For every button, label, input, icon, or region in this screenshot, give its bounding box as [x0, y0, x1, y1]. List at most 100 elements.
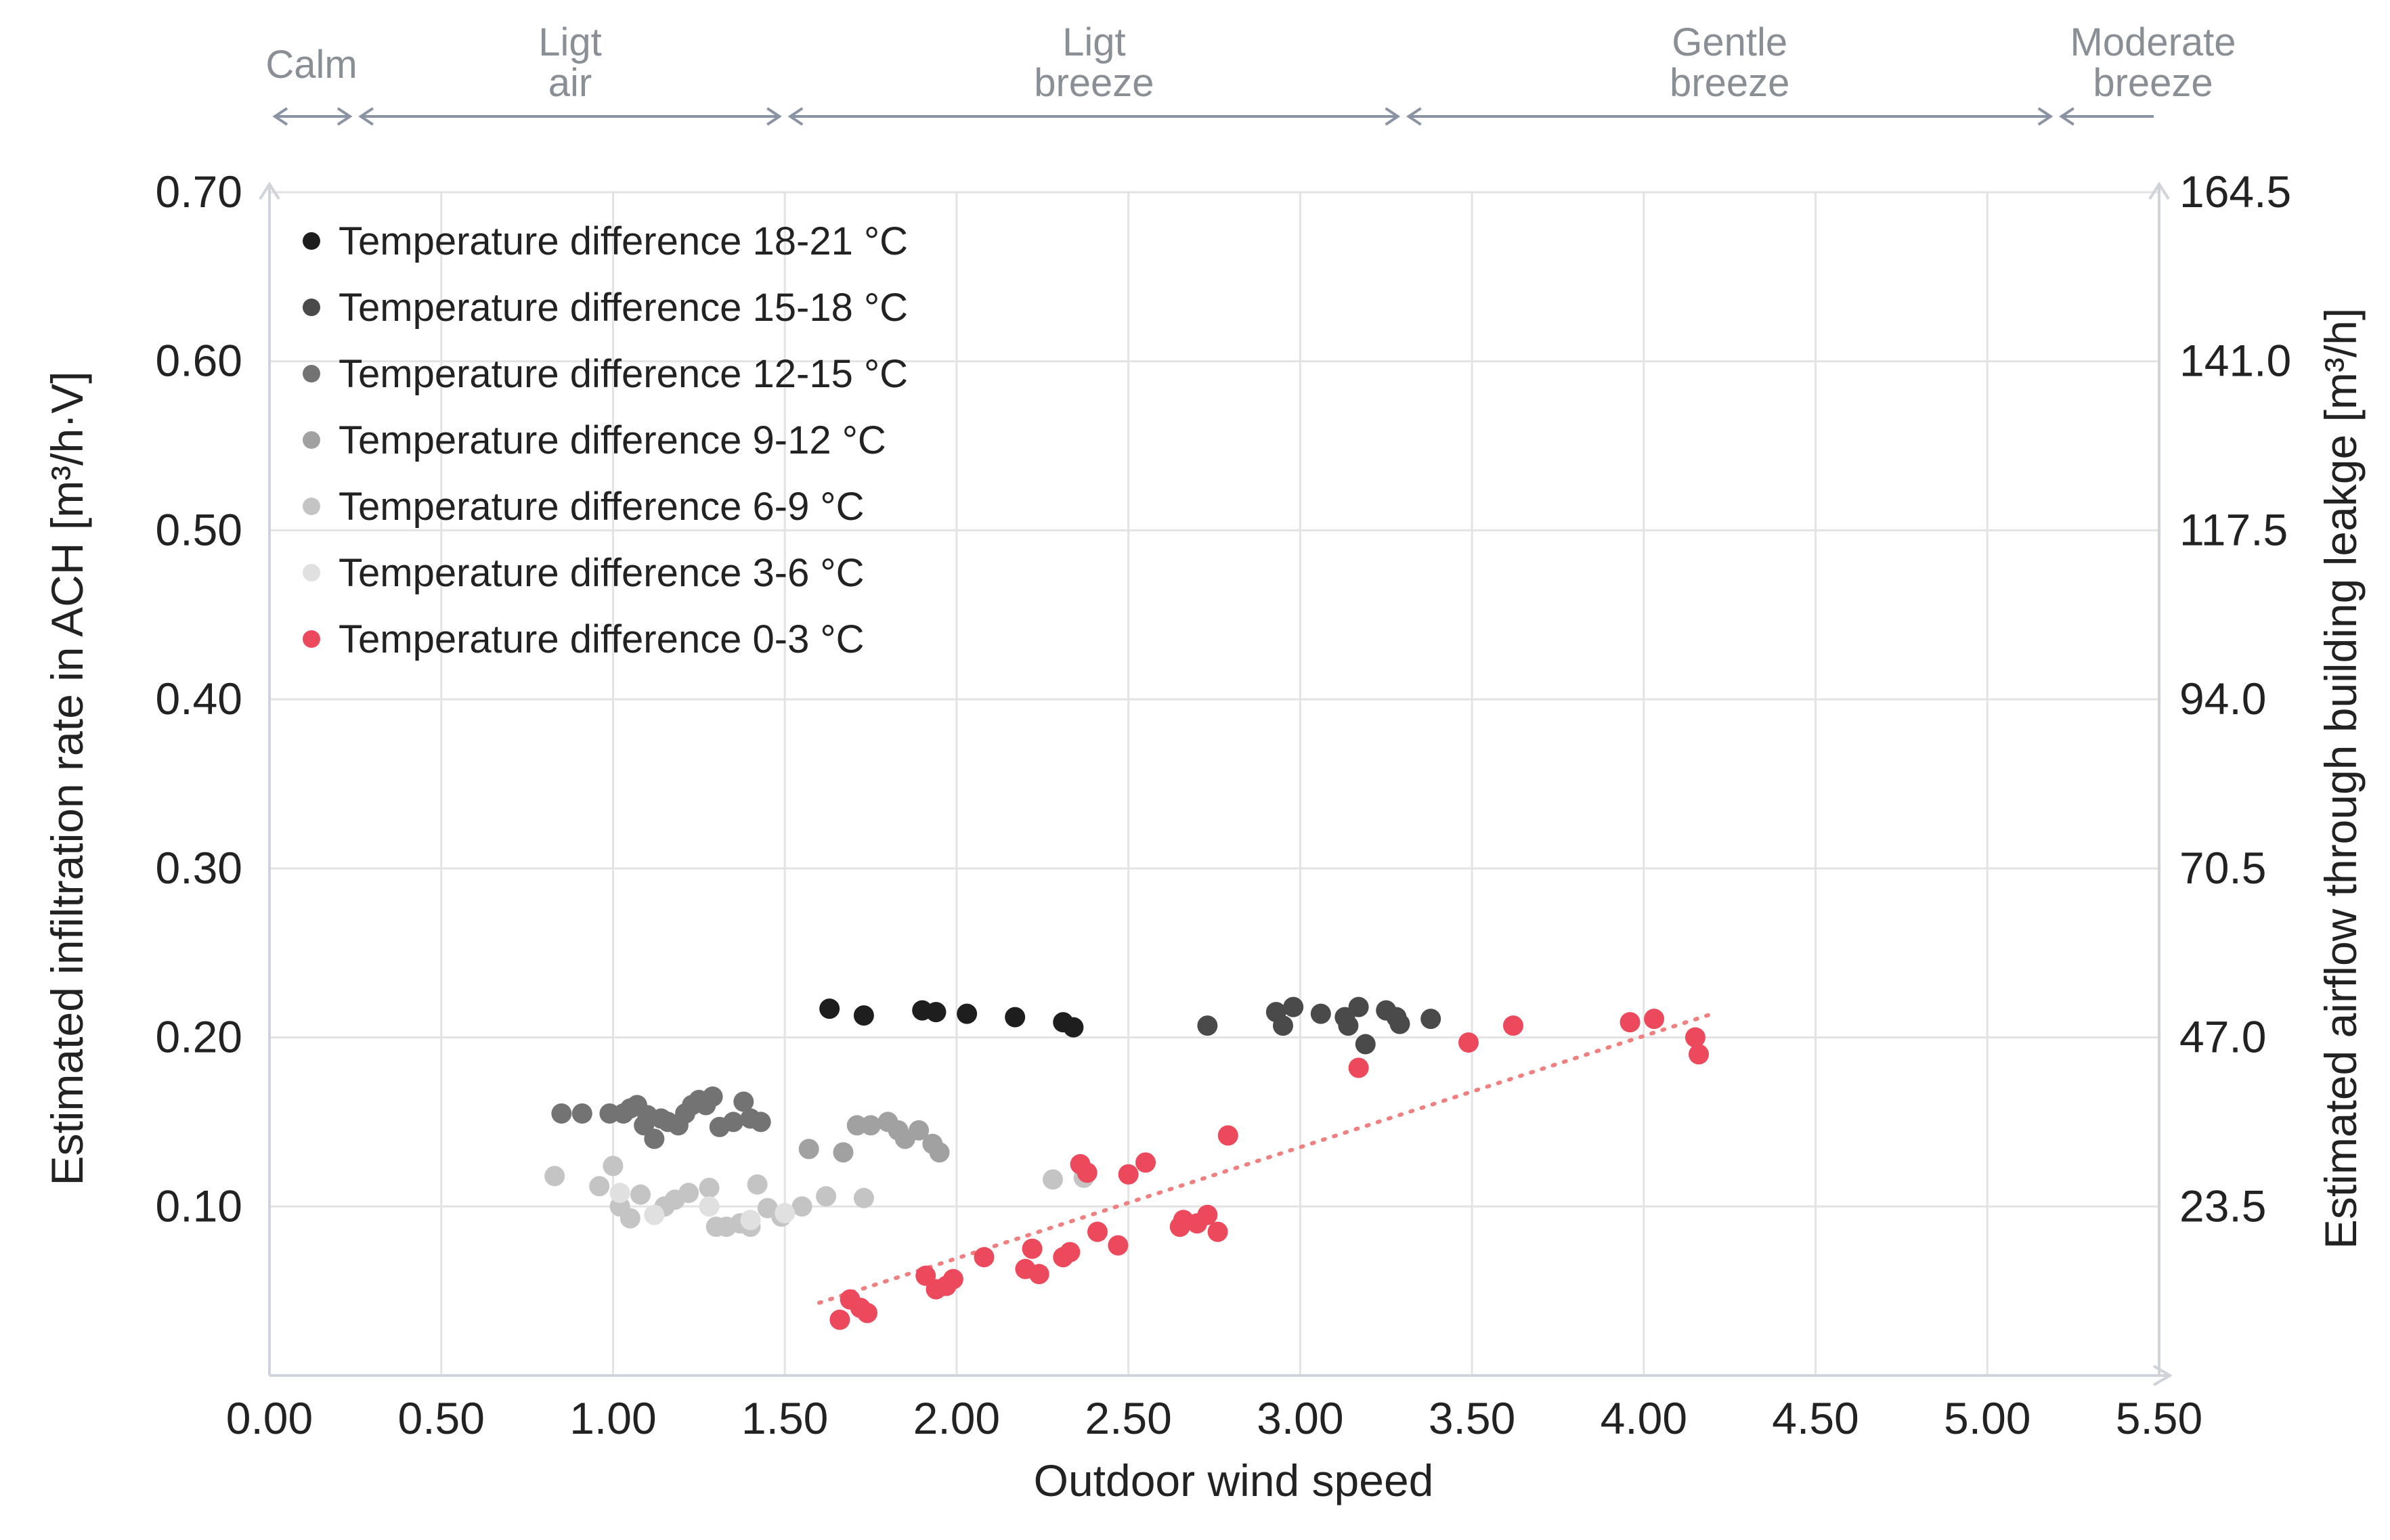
wind-band-label: breeze: [1034, 61, 1154, 105]
wind-band-arrow-right: [766, 107, 782, 126]
legend-label: Temperature difference 3-6 °C: [339, 551, 865, 595]
data-point: [571, 1103, 592, 1124]
trendline-group: [817, 1011, 1715, 1305]
data-point: [1283, 996, 1304, 1017]
data-point: [775, 1203, 796, 1224]
legend-marker: [303, 232, 320, 250]
data-point: [699, 1196, 720, 1217]
data-point: [1197, 1204, 1218, 1225]
series-2: [551, 1086, 771, 1149]
data-point: [1502, 1015, 1523, 1036]
axes: [259, 181, 2173, 1386]
data-point: [747, 1174, 768, 1195]
data-point: [1689, 1044, 1710, 1065]
legend-marker: [303, 365, 320, 382]
data-point: [551, 1103, 572, 1124]
data-point: [1207, 1221, 1228, 1242]
data-point: [1022, 1238, 1043, 1259]
legend-item-5: Temperature difference 3-6 °C: [303, 551, 865, 595]
data-point: [723, 1112, 744, 1132]
data-point: [630, 1184, 651, 1205]
series-3: [798, 1112, 950, 1163]
wind-bands: CalmLigtairLigtbreezeGentlebreezeModerat…: [265, 20, 2236, 126]
x-tick-label: 0.00: [226, 1393, 313, 1443]
legend-marker: [303, 299, 320, 316]
data-point: [1005, 1007, 1026, 1028]
y-tick-label: 0.10: [156, 1181, 242, 1231]
wind-band-arrow-left: [1406, 107, 1422, 126]
data-point: [1063, 1017, 1084, 1038]
wind-band-label: Calm: [265, 43, 357, 87]
data-point: [853, 1187, 874, 1208]
legend-label: Temperature difference 18-21 °C: [339, 219, 908, 263]
series-1: [1197, 996, 1441, 1055]
data-point: [1389, 1013, 1410, 1034]
x-tick-label: 1.00: [569, 1393, 656, 1443]
data-point: [609, 1183, 630, 1204]
data-point: [1028, 1264, 1049, 1285]
data-point: [603, 1156, 624, 1176]
data-point: [1348, 1057, 1369, 1078]
legend-item-3: Temperature difference 9-12 °C: [303, 418, 886, 462]
wind-band-label: Moderate: [2070, 20, 2236, 64]
data-point: [1197, 1015, 1218, 1036]
y2-tick-label: 47.0: [2179, 1012, 2266, 1062]
wind-band-label: Ligt: [538, 20, 602, 64]
legend-label: Temperature difference 15-18 °C: [339, 286, 908, 330]
data-point: [909, 1120, 930, 1141]
trendline: [817, 1011, 1715, 1305]
wind-band-label: air: [548, 61, 592, 105]
wind-band-label: Ligt: [1062, 20, 1126, 64]
wind-band-label: breeze: [2093, 61, 2213, 105]
data-point: [733, 1091, 754, 1112]
wind-band-arrow-left: [358, 107, 374, 126]
data-point: [856, 1302, 877, 1323]
data-point: [699, 1177, 720, 1198]
data-point: [1458, 1032, 1479, 1053]
data-point: [791, 1196, 812, 1217]
data-point: [644, 1128, 665, 1149]
legend: Temperature difference 18-21 °C Temperatu…: [303, 219, 908, 661]
legend-item-4: Temperature difference 6-9 °C: [303, 485, 865, 529]
data-point: [702, 1086, 723, 1107]
data-point: [1087, 1221, 1108, 1242]
data-point: [1060, 1241, 1081, 1262]
y2-tick-label: 117.5: [2179, 504, 2288, 554]
data-point: [1348, 996, 1369, 1017]
data-point: [861, 1115, 882, 1136]
x-tick-label: 3.00: [1257, 1393, 1343, 1443]
x-axis-title: Outdoor wind speed: [1034, 1455, 1434, 1505]
data-point: [819, 998, 840, 1019]
data-point: [1620, 1012, 1641, 1033]
data-point: [1135, 1152, 1156, 1173]
legend-item-6: Temperature difference 0-3 °C: [303, 617, 865, 661]
y2-tick-label: 164.5: [2179, 167, 2291, 217]
y-tick-labels: 0.10 0.20 0.30 0.40 0.50 0.60 0.70: [156, 167, 242, 1231]
legend-item-2: Temperature difference 12-15 °C: [303, 352, 908, 396]
legend-label: Temperature difference 12-15 °C: [339, 352, 908, 396]
x-tick-labels: 0.00 0.50 1.00 1.50 2.00 2.50 3.00 3.50 4.00 4.50…: [226, 1393, 2202, 1443]
data-point: [678, 1183, 699, 1204]
data-point: [1042, 1169, 1063, 1190]
legend-item-0: Temperature difference 18-21 °C: [303, 219, 908, 263]
data-points: [544, 996, 1710, 1330]
x-tick-label: 3.50: [1429, 1393, 1515, 1443]
x-tick-label: 1.50: [741, 1393, 828, 1443]
data-point: [1420, 1009, 1441, 1030]
data-point: [620, 1208, 640, 1229]
y2-tick-labels: 23.5 47.0 70.5 94.0 117.5 141.0 164.5: [2179, 167, 2291, 1231]
legend-label: Temperature difference 6-9 °C: [339, 485, 865, 529]
y2-tick-label: 70.5: [2179, 843, 2266, 893]
data-point: [1685, 1027, 1705, 1048]
wind-band-label: breeze: [1670, 61, 1789, 105]
y-tick-label: 0.40: [156, 674, 242, 724]
data-point: [974, 1247, 995, 1268]
data-point: [853, 1005, 874, 1026]
x-tick-label: 5.00: [1944, 1393, 2030, 1443]
legend-marker: [303, 498, 320, 515]
legend-label: Temperature difference 0-3 °C: [339, 617, 865, 661]
